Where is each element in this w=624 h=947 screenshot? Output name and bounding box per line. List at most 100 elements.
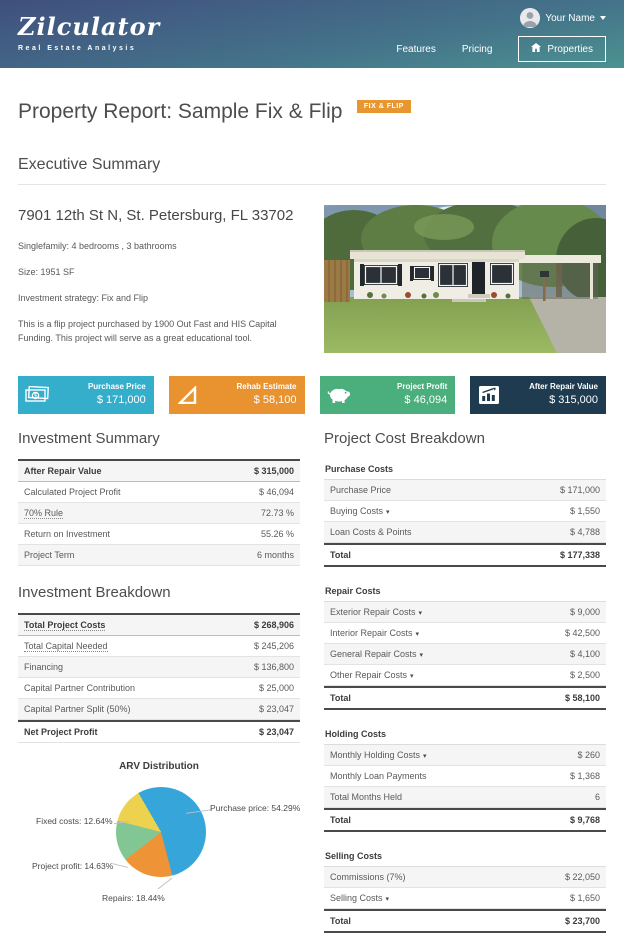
pie-label: Purchase price: 54.29% [210, 802, 301, 813]
row-value: $ 4,788 [569, 526, 600, 537]
main-nav: Features Pricing Properties [396, 36, 606, 62]
row-value: $ 260 [577, 749, 600, 760]
table-row[interactable]: Other Repair Costs ▾ $ 2,500 [324, 665, 606, 686]
property-detail-line: Singlefamily: 4 bedrooms , 3 bathrooms [18, 241, 177, 251]
row-value: $ 171,000 [559, 484, 600, 495]
table-row: Loan Costs & Points $ 4,788 [324, 521, 606, 543]
row-label: Total [330, 549, 351, 560]
expand-caret-icon[interactable]: ▾ [386, 508, 390, 516]
metric-card-label: After Repair Value [529, 382, 598, 392]
expand-caret-icon[interactable]: ▾ [410, 672, 414, 680]
row-label: Monthly Loan Payments [330, 770, 427, 781]
table-row: Project Term 6 months [18, 544, 300, 566]
table-total-row: Total $ 9,768 [324, 807, 606, 832]
investment-breakdown-table: Total Project Costs $ 268,906 Total Capita… [18, 612, 300, 743]
cost-section-title: Purchase Costs [324, 459, 606, 480]
app-tagline: Real Estate Analysis [18, 45, 137, 52]
row-label: Other Repair Costs ▾ [330, 669, 414, 680]
table-row[interactable]: Selling Costs ▾ $ 1,650 [324, 888, 606, 909]
investment-summary-table: After Repair Value $ 315,000 Calculated Pr… [18, 458, 300, 566]
row-value: $ 9,768 [569, 814, 600, 825]
row-label: Total Months Held [330, 791, 403, 802]
chevron-down-icon [600, 16, 606, 20]
row-label[interactable]: Total Capital Needed [24, 640, 108, 652]
table-row: Financing $ 136,800 [18, 656, 300, 678]
row-value: $ 23,047 [258, 703, 294, 714]
expand-caret-icon[interactable]: ▾ [423, 752, 427, 760]
row-value: 6 months [256, 549, 294, 560]
row-value: 72.73 % [260, 507, 294, 518]
pie-label: Fixed costs: 12.64% [36, 815, 113, 826]
row-value: $ 136,800 [253, 661, 294, 672]
user-avatar-icon [520, 8, 541, 28]
metric-card: Rehab Estimate $ 58,100 [168, 375, 305, 414]
pie-label: Repairs: 18.44% [102, 892, 165, 903]
nav-features[interactable]: Features [396, 43, 436, 55]
row-label: Buying Costs ▾ [330, 505, 390, 516]
leader-line [157, 877, 173, 890]
row-label: Loan Costs & Points [330, 526, 412, 537]
house-icon [531, 43, 542, 55]
table-row: Total Months Held 6 [324, 786, 606, 808]
app-logo[interactable]: Zilculator [18, 12, 161, 41]
row-label[interactable]: Total Project Costs [24, 619, 106, 631]
row-label[interactable]: 70% Rule [24, 507, 64, 519]
metric-card-value: $ 315,000 [549, 393, 598, 406]
table-row: Return on Investment 55.26 % [18, 524, 300, 545]
row-label: Selling Costs ▾ [330, 892, 390, 903]
row-label: Total [330, 692, 351, 703]
svg-text:$: $ [34, 393, 38, 400]
table-row: Monthly Loan Payments $ 1,368 [324, 766, 606, 787]
table-row[interactable]: Exterior Repair Costs ▾ $ 9,000 [324, 601, 606, 623]
row-label: After Repair Value [24, 465, 102, 476]
property-detail-line: Size: 1951 SF [18, 266, 75, 277]
executive-summary-heading: Executive Summary [18, 156, 606, 185]
investment-summary-heading: Investment Summary [18, 429, 160, 447]
table-row[interactable]: Monthly Holding Costs ▾ $ 260 [324, 744, 606, 766]
metric-card-label: Rehab Estimate [236, 382, 297, 392]
pie-label: Project profit: 14.63% [32, 860, 114, 871]
table-row: 70% Rule 72.73 % [18, 502, 300, 524]
metric-card: $ Purchase Price $ 171,000 [18, 375, 154, 414]
metric-card-value: $ 171,000 [96, 393, 146, 406]
nav-properties-label: Properties [547, 43, 593, 55]
row-value: $ 58,100 [564, 692, 600, 703]
row-value: $ 25,000 [258, 682, 294, 693]
expand-caret-icon[interactable]: ▾ [419, 651, 424, 659]
row-value: $ 23,700 [564, 915, 600, 926]
arv-distribution-chart: ARV Distribution Purchase price: 54.29% … [18, 761, 300, 926]
expand-caret-icon[interactable]: ▾ [385, 895, 390, 903]
expand-caret-icon[interactable]: ▾ [415, 630, 420, 638]
user-menu[interactable]: Your Name [520, 8, 606, 28]
table-row: Commissions (7%) $ 22,050 [324, 866, 606, 888]
table-row: Calculated Project Profit $ 46,094 [18, 482, 300, 503]
row-label: Purchase Price [330, 484, 392, 495]
user-name: Your Name [545, 12, 595, 24]
cost-section: Selling Costs Commissions (7%) $ 22,050 Sel… [324, 846, 606, 933]
set-square-icon [169, 385, 207, 404]
table-row: After Repair Value $ 315,000 [18, 460, 300, 482]
row-label: Interior Repair Costs ▾ [330, 627, 420, 638]
metric-card-label: Purchase Price [87, 382, 146, 392]
cash-icon: $ [18, 386, 56, 403]
row-value: $ 268,906 [253, 619, 294, 630]
expand-caret-icon[interactable]: ▾ [418, 609, 423, 617]
row-value: $ 9,000 [569, 606, 600, 617]
nav-properties-button[interactable]: Properties [518, 36, 606, 62]
row-value: $ 46,094 [258, 486, 294, 497]
table-row[interactable]: Buying Costs ▾ $ 1,550 [324, 501, 606, 522]
table-row[interactable]: General Repair Costs ▾ $ 4,100 [324, 643, 606, 665]
row-value: $ 245,206 [253, 640, 294, 651]
cost-section-title: Selling Costs [324, 846, 606, 867]
piggy-bank-icon [320, 386, 358, 404]
cost-sections: Purchase Costs Purchase Price $ 171,000 Buy… [324, 459, 606, 933]
property-detail-line: Investment strategy: Fix and Flip [18, 292, 149, 303]
app-header: Zilculator Real Estate Analysis Your Nam… [0, 0, 624, 68]
logo-block: Zilculator Real Estate Analysis [18, 8, 160, 68]
table-total-row: Total $ 58,100 [324, 685, 606, 710]
table-row[interactable]: Interior Repair Costs ▾ $ 42,500 [324, 623, 606, 644]
row-value: 6 [594, 791, 600, 802]
property-photo [324, 205, 606, 353]
property-details: Singlefamily: 4 bedrooms , 3 bathrooms Si… [18, 240, 300, 346]
nav-pricing[interactable]: Pricing [461, 43, 493, 55]
